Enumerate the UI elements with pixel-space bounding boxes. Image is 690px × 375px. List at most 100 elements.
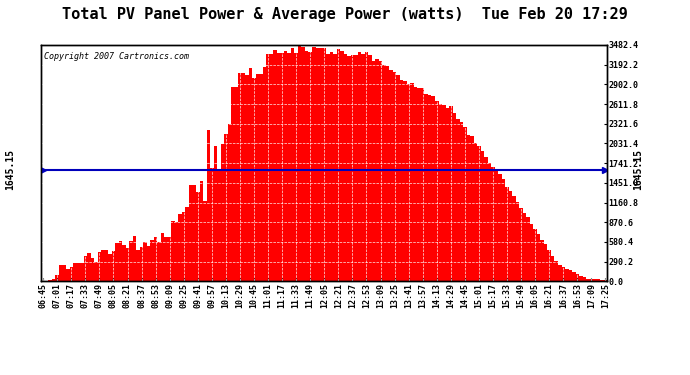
Bar	[498, 174, 502, 281]
Bar	[379, 61, 382, 281]
Bar	[579, 276, 582, 281]
Bar	[315, 48, 319, 281]
Bar	[83, 256, 87, 281]
Bar	[326, 54, 330, 281]
Bar	[214, 147, 217, 281]
Bar	[431, 96, 435, 281]
Bar	[235, 87, 238, 281]
Bar	[277, 53, 280, 281]
Bar	[48, 280, 52, 281]
Bar	[417, 88, 421, 281]
Bar	[129, 241, 132, 281]
Bar	[435, 101, 439, 281]
Bar	[308, 52, 312, 281]
Bar	[344, 54, 347, 281]
Bar	[590, 279, 593, 281]
Bar	[558, 265, 562, 281]
Bar	[526, 217, 530, 281]
Bar	[263, 67, 266, 281]
Bar	[90, 258, 94, 281]
Bar	[157, 243, 161, 281]
Bar	[259, 74, 263, 281]
Bar	[533, 229, 537, 281]
Bar	[73, 263, 77, 281]
Bar	[453, 113, 456, 281]
Bar	[575, 274, 579, 281]
Bar	[509, 190, 512, 281]
Bar	[446, 108, 449, 281]
Bar	[228, 124, 231, 281]
Bar	[291, 48, 295, 281]
Bar	[144, 242, 147, 281]
Bar	[66, 269, 70, 281]
Bar	[347, 56, 351, 281]
Bar	[488, 163, 491, 281]
Bar	[284, 51, 288, 281]
Bar	[424, 94, 428, 281]
Bar	[333, 54, 337, 281]
Bar	[502, 179, 505, 281]
Bar	[270, 54, 273, 281]
Bar	[256, 74, 259, 281]
Bar	[530, 224, 533, 281]
Bar	[171, 221, 175, 281]
Bar	[569, 270, 572, 281]
Bar	[340, 51, 344, 281]
Bar	[273, 50, 277, 281]
Bar	[460, 122, 463, 281]
Bar	[112, 251, 115, 281]
Bar	[495, 171, 498, 281]
Bar	[512, 196, 516, 281]
Bar	[393, 72, 396, 281]
Bar	[253, 78, 256, 281]
Bar	[597, 279, 600, 281]
Bar	[280, 53, 284, 281]
Bar	[337, 49, 340, 281]
Bar	[59, 265, 63, 281]
Bar	[94, 262, 97, 281]
Bar	[266, 54, 270, 281]
Bar	[523, 213, 526, 281]
Text: Copyright 2007 Cartronics.com: Copyright 2007 Cartronics.com	[44, 52, 189, 61]
Bar	[55, 275, 59, 281]
Bar	[351, 55, 354, 281]
Bar	[375, 59, 379, 281]
Bar	[439, 104, 442, 281]
Bar	[540, 240, 544, 281]
Bar	[586, 279, 590, 281]
Bar	[147, 246, 150, 281]
Bar	[551, 256, 555, 281]
Bar	[105, 250, 108, 281]
Bar	[368, 56, 372, 281]
Bar	[547, 250, 551, 281]
Bar	[520, 208, 523, 281]
Bar	[312, 47, 315, 281]
Bar	[154, 237, 157, 281]
Bar	[122, 245, 126, 281]
Bar	[161, 233, 164, 281]
Bar	[537, 234, 540, 281]
Bar	[45, 280, 48, 281]
Bar	[330, 52, 333, 281]
Bar	[288, 53, 291, 281]
Bar	[140, 248, 144, 281]
Bar	[305, 51, 308, 281]
Bar	[77, 263, 80, 281]
Bar	[206, 130, 210, 281]
Bar	[322, 48, 326, 281]
Bar	[421, 88, 424, 281]
Bar	[505, 187, 509, 281]
Bar	[224, 134, 228, 281]
Bar	[108, 254, 112, 281]
Bar	[411, 82, 414, 281]
Bar	[221, 144, 224, 281]
Bar	[361, 54, 365, 281]
Bar	[179, 214, 182, 281]
Bar	[365, 52, 368, 281]
Bar	[382, 65, 386, 281]
Bar	[245, 75, 248, 281]
Bar	[407, 84, 411, 281]
Bar	[119, 241, 122, 281]
Bar	[600, 280, 604, 281]
Bar	[463, 128, 466, 281]
